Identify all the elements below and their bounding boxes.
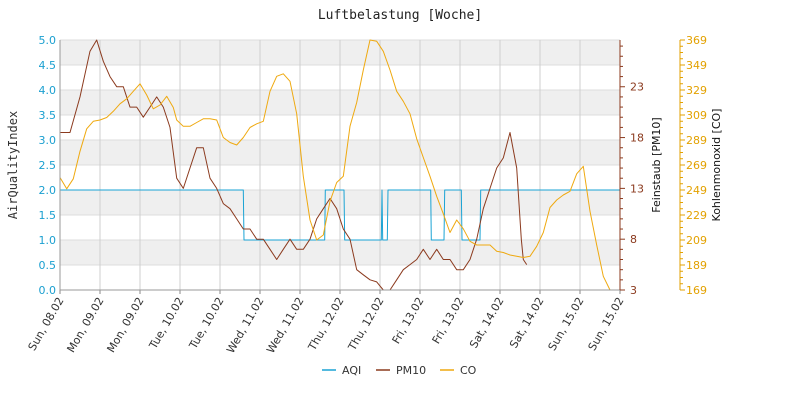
x-tick-label: Wed, 11.02 [224,295,266,356]
series-line-aqi [60,189,620,241]
co-tick-label: 169 [686,284,707,297]
x-tick-label: Thu, 12.02 [345,295,386,354]
grid-lines [59,39,621,291]
left-tick-label: 2.0 [39,184,57,197]
left-axis-label: AirQualityIndex [6,111,20,219]
legend-label-pm10: PM10 [396,364,426,377]
legend-label-co: CO [460,364,477,377]
x-tick-label: Wed, 11.02 [264,295,306,356]
left-tick-label: 0.0 [39,284,57,297]
series-lines [59,39,620,291]
pm10-tick-label: 13 [630,182,644,195]
left-tick-label: 2.5 [39,159,57,172]
legend: AQI PM10 CO [322,364,477,377]
x-tick-label: Sat, 14.02 [467,295,507,350]
x-tick-label: Sun, 08.02 [26,295,67,353]
co-tick-label: 209 [686,234,707,247]
left-tick-label: 0.5 [39,259,57,272]
co-tick-label: 249 [686,184,707,197]
legend-label-aqi: AQI [342,364,361,377]
co-tick-label: 269 [686,159,707,172]
pm10-tick-label: 18 [630,132,644,145]
co-tick-label: 309 [686,109,707,122]
left-tick-label: 3.0 [39,134,57,147]
left-tick-label: 1.5 [39,209,57,222]
x-tick-label: Fri, 13.02 [430,295,467,346]
right-axis-label-pm10: Feinstaub [PM10] [650,117,663,212]
co-tick-label: 289 [686,134,707,147]
x-tick-label: Sun, 15.02 [586,295,627,353]
series-line-co [59,39,611,291]
co-tick-label: 329 [686,84,707,97]
x-tick-label: Sat, 14.02 [507,295,547,350]
x-tick-label: Tue, 10.02 [146,295,186,352]
x-tick-label: Thu, 12.02 [305,295,346,354]
co-tick-label: 369 [686,34,707,47]
left-tick-label: 3.5 [39,109,57,122]
left-tick-label: 1.0 [39,234,57,247]
co-tick-label: 229 [686,209,707,222]
left-tick-label: 4.0 [39,84,57,97]
left-tick-label: 5.0 [39,34,57,47]
co-tick-label: 349 [686,59,707,72]
chart-title: Luftbelastung [Woche] [318,8,482,23]
x-tick-label: Fri, 13.02 [390,295,427,346]
x-tick-label: Sun, 15.02 [546,295,587,353]
x-tick-label: Tue, 10.02 [186,295,226,352]
x-tick-label: Mon, 09.02 [104,295,146,355]
co-tick-label: 189 [686,259,707,272]
left-tick-label: 4.5 [39,59,57,72]
right-axis-label-co: Kohlenmonoxid [CO] [710,109,723,222]
x-tick-label: Mon, 09.02 [64,295,106,355]
series-line-pm10 [60,39,528,291]
pm10-tick-label: 8 [630,233,637,246]
pm10-tick-label: 23 [630,81,644,94]
pm10-tick-label: 3 [630,284,637,297]
